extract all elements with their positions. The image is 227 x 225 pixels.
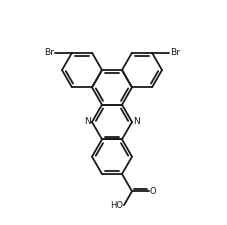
Text: HO: HO — [109, 201, 122, 210]
Text: N: N — [132, 117, 139, 126]
Text: Br: Br — [169, 48, 179, 57]
Text: Br: Br — [44, 48, 54, 57]
Text: O: O — [149, 187, 156, 196]
Text: N: N — [84, 117, 91, 126]
